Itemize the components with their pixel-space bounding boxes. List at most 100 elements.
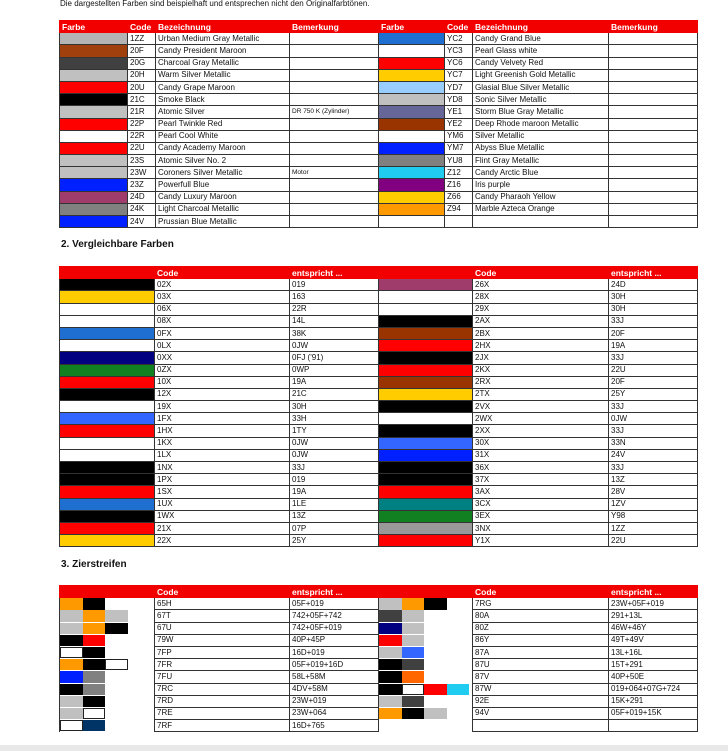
stripe-swatch — [59, 719, 155, 732]
color-name: Silver Metallic — [472, 129, 609, 143]
equivalent-code: 22R — [289, 302, 379, 316]
color-remark — [289, 141, 379, 156]
header-bemerkung: Bemerkung — [289, 19, 379, 34]
color-code: 12X — [154, 387, 290, 402]
stripe-color-block — [82, 646, 105, 659]
table-row: 21X 07P — [59, 521, 379, 536]
stripe-swatch — [59, 683, 155, 696]
color-remark — [289, 32, 379, 46]
stripe-swatch — [378, 597, 473, 610]
color-code: 36X — [472, 460, 609, 475]
equivalent-code: 33J — [289, 460, 379, 475]
header-code: Code — [154, 265, 290, 280]
header-entspricht: entspricht ... — [289, 584, 379, 599]
stripe-code: 7RE — [154, 706, 290, 721]
color-code: 0FX — [154, 326, 290, 341]
color-remark — [608, 214, 698, 229]
stripe-swatch — [378, 670, 473, 683]
stripe-color-block — [60, 622, 83, 634]
equivalent-code: 0WP — [289, 363, 379, 377]
header-farbe: Farbe — [378, 19, 445, 34]
table-row: 21C Smoke Black — [59, 93, 379, 107]
table-row: 87W 019+064+07G+724 — [378, 682, 698, 696]
equivalent-code: 0JW — [289, 339, 379, 353]
stripe-color-block — [60, 659, 83, 671]
color-code: YE2 — [444, 117, 473, 131]
color-code: 22R — [127, 129, 156, 143]
equivalent-code: 33J — [608, 314, 698, 328]
color-swatch — [59, 436, 155, 450]
equivalent-code: 28V — [608, 485, 698, 499]
equivalent-code: 05F+019 — [289, 597, 379, 611]
equivalent-code: 05F+019+15K — [608, 706, 698, 721]
color-name: Deep Rhode maroon Metallic — [472, 117, 609, 131]
stripe-color-block — [379, 695, 402, 707]
color-name: Candy Pharaoh Yellow — [472, 190, 609, 204]
table-row: YC7 Light Greenish Gold Metallic — [378, 68, 698, 82]
header-entspricht: entspricht ... — [289, 265, 379, 280]
table-row: 87U 15T+291 — [378, 658, 698, 672]
table-row: 87A 13L+16L — [378, 645, 698, 660]
equivalent-code: 33J — [608, 424, 698, 438]
color-swatch — [378, 400, 473, 414]
stripe-code: 7RC — [154, 682, 290, 696]
table-row: 08X 14L — [59, 314, 379, 328]
table-row: 7RD 23W+019 — [59, 694, 379, 708]
equivalent-code: 0FJ ('91) — [289, 351, 379, 365]
color-swatch — [59, 56, 128, 70]
table-row: YC3 Pearl Glass white — [378, 44, 698, 58]
color-code: YD7 — [444, 80, 473, 95]
table-row: 28X 30H — [378, 290, 698, 304]
color-code: 02X — [154, 278, 290, 292]
color-swatch — [378, 80, 445, 95]
color-name: Pearl Glass white — [472, 44, 609, 58]
color-name: Iris purple — [472, 178, 609, 192]
table-row: YC6 Candy Velvety Red — [378, 56, 698, 70]
color-swatch — [59, 68, 128, 82]
equivalent-code: 30H — [289, 400, 379, 414]
color-swatch — [59, 44, 128, 58]
header-code: Code — [444, 19, 473, 34]
table-row: 24D Candy Luxury Maroon — [59, 190, 379, 204]
table-row: 22U Candy Academy Maroon — [59, 141, 379, 156]
color-swatch — [59, 80, 128, 95]
color-swatch — [378, 202, 445, 217]
color-swatch — [59, 351, 155, 365]
equivalent-code: 40P+50E — [608, 670, 698, 684]
color-swatch — [59, 302, 155, 316]
stripe-swatch — [378, 683, 473, 696]
stripe-colors — [379, 634, 472, 646]
color-swatch — [59, 141, 128, 156]
equivalent-code: 14L — [289, 314, 379, 328]
table-row: 3EX Y98 — [378, 509, 698, 523]
stripe-color-block — [379, 610, 402, 622]
color-swatch — [378, 534, 473, 548]
color-name — [472, 214, 609, 229]
color-swatch — [378, 424, 473, 438]
table-row: 24V Prussian Blue Metallic — [59, 214, 379, 229]
color-swatch — [378, 314, 473, 328]
equivalent-code: 21C — [289, 387, 379, 402]
equivalent-code: 16D+019 — [289, 645, 379, 660]
table-row: 30X 33N — [378, 436, 698, 450]
equivalent-code: 16D+765 — [289, 719, 379, 733]
table-row: 3NX 1ZZ — [378, 521, 698, 536]
stripe-color-block — [60, 695, 83, 707]
stripe-color-block — [82, 707, 105, 720]
table-row: 20H Warm Silver Metallic — [59, 68, 379, 82]
color-remark — [608, 202, 698, 217]
color-code: 20U — [127, 80, 156, 95]
color-code: 0LX — [154, 339, 290, 353]
table-row: 2BX 20F — [378, 326, 698, 341]
table-row: 1SX 19A — [59, 485, 379, 499]
stripe-code: 67U — [154, 621, 290, 635]
equivalent-code: 40P+45P — [289, 633, 379, 647]
color-swatch — [378, 473, 473, 487]
table-row: 2AX 33J — [378, 314, 698, 328]
table-row: 20G Charcoal Gray Metallic — [59, 56, 379, 70]
table-row: 2HX 19A — [378, 339, 698, 353]
color-code: 10X — [154, 375, 290, 389]
stripe-color-block — [105, 659, 128, 671]
equivalent-code: 13L+16L — [608, 645, 698, 660]
color-name: Candy Grand Blue — [472, 32, 609, 46]
